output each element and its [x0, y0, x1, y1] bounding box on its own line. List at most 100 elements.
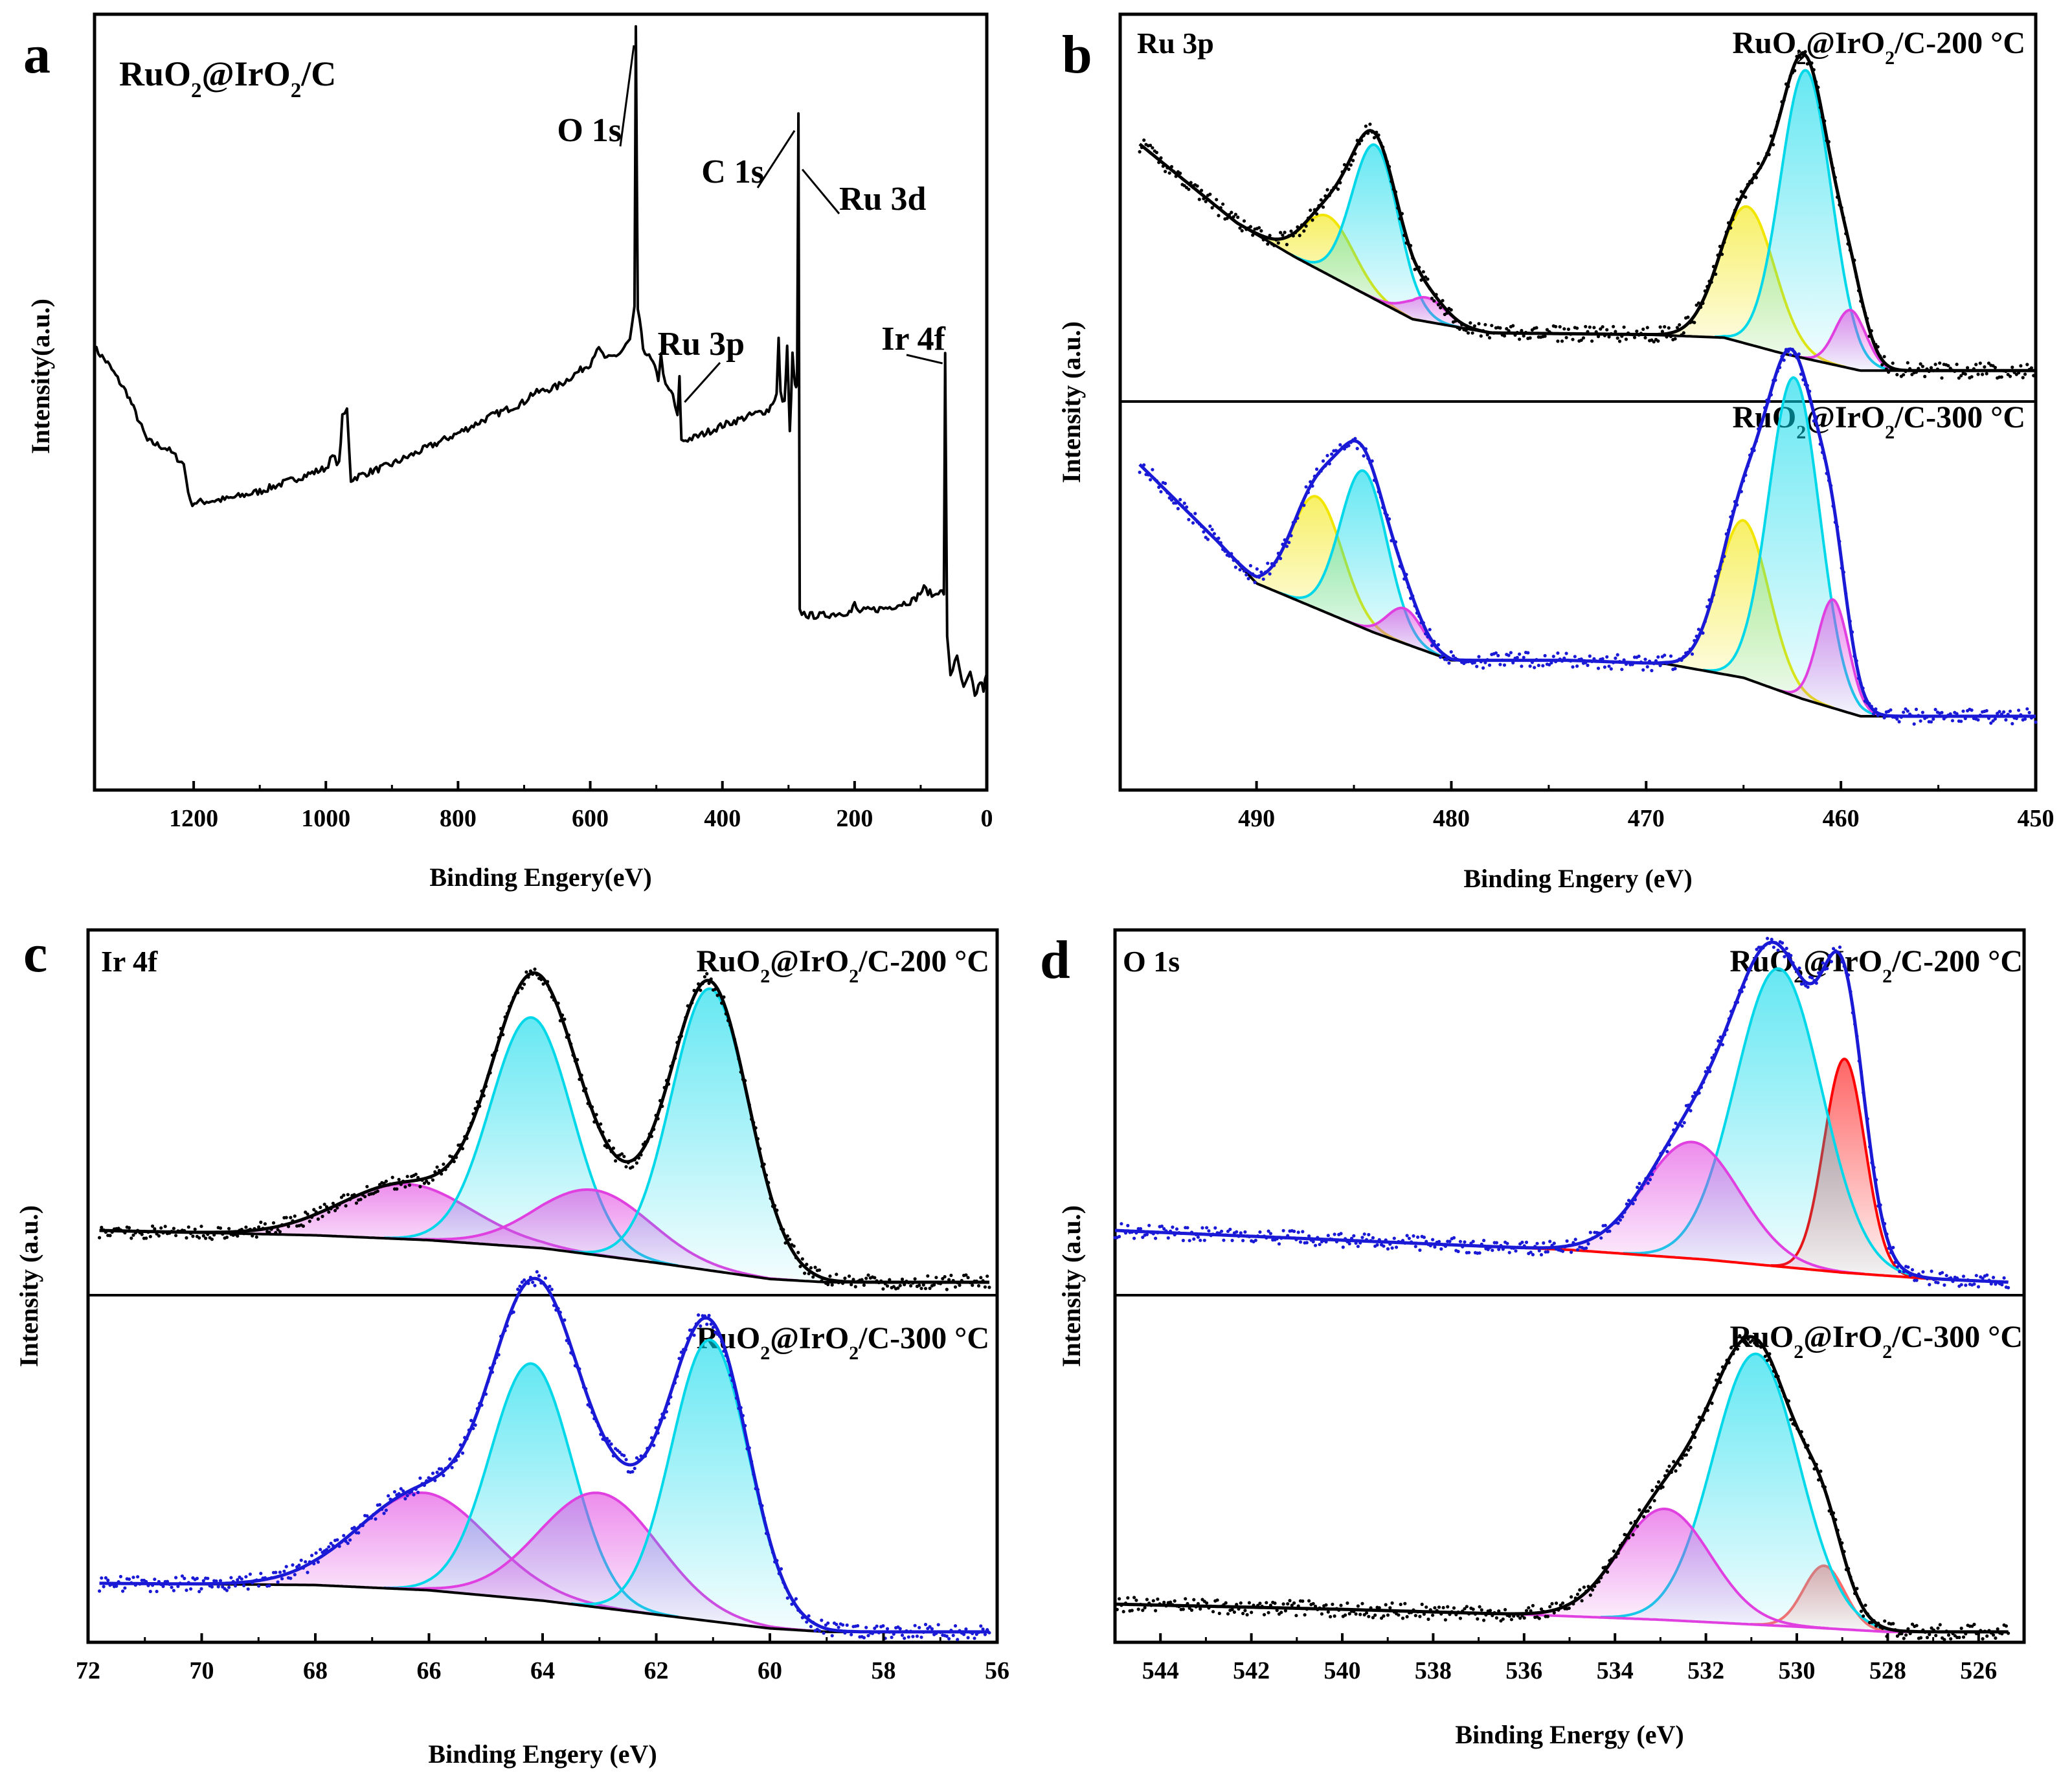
raw-data-point — [1202, 530, 1206, 534]
raw-data-point — [1959, 1283, 1963, 1287]
raw-data-point — [384, 1179, 388, 1183]
raw-data-point — [987, 1285, 991, 1289]
raw-data-point — [2027, 710, 2031, 714]
raw-data-point — [1806, 985, 1810, 989]
raw-data-point — [1729, 1346, 1733, 1350]
raw-data-point — [1895, 372, 1899, 377]
raw-data-point — [1690, 652, 1695, 656]
raw-data-point — [267, 1584, 271, 1588]
survey-spectrum-line — [93, 25, 988, 697]
raw-data-point — [405, 1493, 409, 1498]
raw-data-point — [263, 1222, 267, 1226]
raw-data-point — [1373, 1613, 1377, 1617]
raw-data-point — [1915, 1278, 1919, 1282]
raw-data-point — [1904, 707, 1908, 711]
raw-data-point — [2008, 374, 2012, 378]
raw-data-point — [817, 1629, 822, 1633]
raw-data-point — [1920, 365, 1924, 368]
raw-data-point — [254, 1235, 258, 1239]
raw-data-point — [1930, 1626, 1933, 1630]
raw-data-point — [900, 1277, 905, 1281]
raw-data-point — [274, 1570, 278, 1574]
raw-data-point — [1407, 1236, 1411, 1240]
raw-data-point — [1333, 1232, 1336, 1236]
raw-data-point — [1141, 1609, 1145, 1613]
raw-data-point — [1273, 1602, 1277, 1605]
raw-data-point — [335, 1206, 339, 1210]
raw-data-point — [1520, 664, 1524, 668]
raw-data-point — [1895, 1265, 1899, 1269]
raw-data-point — [1522, 655, 1526, 659]
raw-data-point — [966, 1276, 970, 1280]
component-peak-fill — [1520, 1142, 1864, 1274]
raw-data-point — [1491, 1249, 1494, 1252]
raw-data-point — [1281, 1228, 1285, 1232]
raw-data-point — [1642, 1515, 1646, 1519]
raw-data-point — [518, 1284, 522, 1288]
raw-data-point — [448, 1457, 452, 1461]
raw-data-point — [1695, 303, 1698, 307]
raw-data-point — [1413, 1245, 1417, 1249]
raw-data-point — [953, 1285, 958, 1289]
raw-data-point — [1476, 1617, 1480, 1621]
raw-data-point — [1859, 1609, 1864, 1613]
raw-data-point — [225, 1236, 229, 1239]
raw-data-point — [1253, 580, 1257, 585]
raw-data-point — [1772, 945, 1775, 949]
raw-data-point — [1601, 325, 1605, 329]
raw-data-point — [363, 1195, 367, 1199]
raw-data-point — [979, 1276, 983, 1280]
raw-data-point — [280, 1577, 284, 1581]
raw-data-point — [624, 1458, 628, 1462]
component-peak-fill — [1703, 378, 1885, 716]
raw-data-point — [919, 1635, 923, 1639]
raw-data-point — [1169, 1600, 1173, 1604]
raw-data-point — [707, 1313, 711, 1317]
raw-data-point — [212, 1233, 216, 1237]
raw-data-point — [1884, 367, 1888, 371]
raw-data-point — [405, 1175, 409, 1179]
raw-data-point — [1505, 1241, 1509, 1245]
panel-d-tick-label: 542 — [1233, 1657, 1270, 1684]
raw-data-point — [862, 1636, 866, 1640]
raw-data-point — [342, 1194, 346, 1197]
raw-data-point — [633, 1466, 636, 1471]
panel-d-tick-label: 530 — [1779, 1657, 1816, 1684]
raw-data-point — [1599, 327, 1603, 331]
raw-data-point — [1341, 1245, 1345, 1249]
raw-data-point — [392, 1490, 397, 1494]
raw-data-point — [191, 1234, 195, 1238]
raw-data-point — [98, 1589, 102, 1593]
raw-data-point — [1358, 1613, 1362, 1616]
raw-data-point — [1887, 370, 1891, 374]
panel-b-sample-label-part: RuO — [1732, 26, 1796, 60]
panel-b-x-axis-title: Binding Engery (eV) — [1463, 864, 1692, 893]
panel-c-sample-label-part: /C-300 °C — [858, 1321, 989, 1355]
raw-data-point — [523, 1278, 526, 1282]
raw-data-point — [1187, 517, 1191, 521]
raw-data-point — [1573, 1238, 1577, 1241]
raw-data-point — [319, 1548, 322, 1552]
raw-data-point — [1303, 1613, 1307, 1617]
panel-c-sample-label-part: 2 — [849, 1342, 859, 1364]
raw-data-point — [1248, 563, 1252, 568]
raw-data-point — [197, 1236, 201, 1240]
raw-data-point — [1514, 1249, 1518, 1253]
raw-data-point — [635, 1161, 639, 1165]
panel-c-tick-label: 56 — [985, 1657, 1009, 1684]
raw-data-point — [1368, 122, 1372, 126]
raw-data-point — [1601, 657, 1605, 661]
raw-data-point — [1663, 653, 1667, 657]
raw-data-point — [906, 1635, 910, 1639]
raw-data-point — [1478, 1251, 1481, 1255]
raw-data-point — [941, 1276, 945, 1281]
raw-data-point — [1617, 339, 1622, 343]
panel-c-letter: c — [23, 923, 47, 984]
raw-data-point — [537, 1274, 541, 1278]
raw-data-point — [705, 972, 709, 976]
raw-data-point — [1405, 1614, 1409, 1619]
raw-data-point — [185, 1589, 188, 1592]
raw-data-point — [1959, 719, 1963, 723]
raw-data-point — [611, 1146, 616, 1150]
raw-data-point — [2010, 365, 2014, 369]
